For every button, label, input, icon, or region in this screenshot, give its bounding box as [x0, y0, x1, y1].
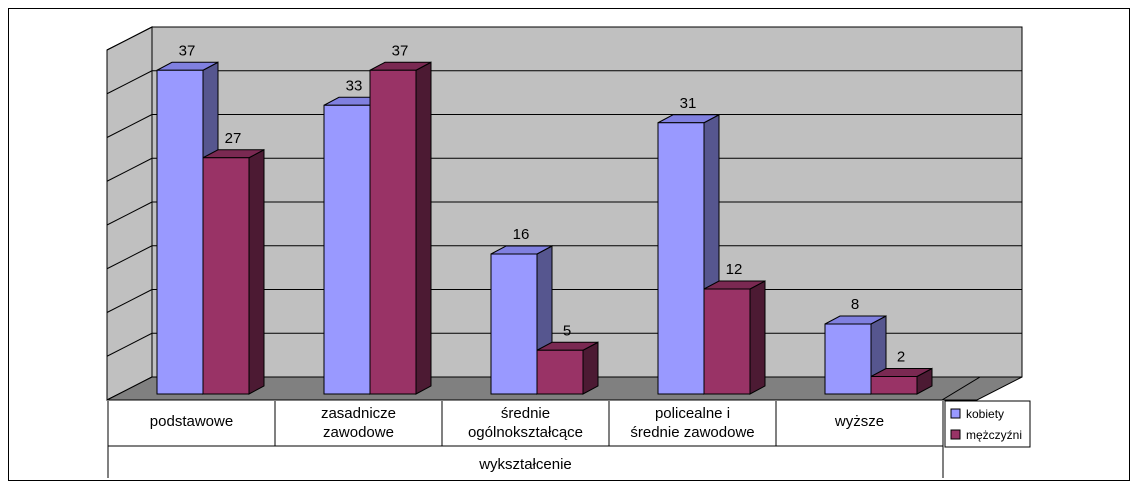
bar-kobiety-2 — [490, 245, 553, 395]
side-gridline — [106, 157, 153, 182]
data-label: 2 — [897, 349, 905, 366]
x-axis-title: wykształcenie — [478, 456, 572, 473]
bar-side-face — [415, 61, 432, 395]
legend-label: kobiety — [966, 407, 1004, 421]
bar-mężczyźni-3 — [703, 280, 766, 395]
data-label: 27 — [225, 130, 242, 147]
bar-front-face — [156, 69, 204, 395]
data-label: 33 — [346, 77, 363, 94]
bar-front-face — [202, 157, 250, 395]
legend-swatch — [950, 408, 961, 419]
category-label: ogólnokształcące — [468, 424, 583, 441]
category-label: podstawowe — [150, 413, 233, 430]
bar-front-face — [323, 104, 371, 395]
side-gridline — [106, 70, 153, 95]
side-gridline — [106, 245, 153, 270]
side-gridline — [106, 114, 153, 138]
bar-front-face — [369, 69, 417, 395]
bar-front-face — [490, 253, 538, 395]
bar-front-face — [536, 349, 584, 395]
data-label: 37 — [179, 42, 196, 59]
bar-mężczyźni-2 — [536, 341, 599, 395]
category-label: średnie zawodowe — [630, 424, 754, 441]
side-gridline — [106, 332, 153, 357]
category-label: wyższe — [834, 413, 884, 430]
bar-mężczyźni-0 — [202, 148, 265, 395]
data-label: 5 — [563, 322, 571, 339]
bar-front-face — [870, 376, 918, 395]
bar-front-face — [703, 288, 751, 395]
bar-side-face — [749, 280, 766, 395]
side-gridline — [106, 201, 153, 226]
bar-mężczyźni-4 — [870, 367, 933, 395]
data-label: 31 — [680, 95, 697, 112]
bar-front-face — [824, 323, 872, 395]
data-label: 16 — [513, 226, 530, 243]
legend-label: mężczyźni — [966, 428, 1022, 442]
data-label: 37 — [392, 42, 409, 59]
data-label: 8 — [851, 296, 859, 313]
side-gridline — [106, 289, 153, 313]
bar-front-face — [657, 122, 705, 395]
bar-kobiety-0 — [156, 61, 219, 395]
category-label: zawodowe — [323, 424, 394, 441]
data-label: 12 — [726, 261, 743, 278]
legend-swatch — [950, 429, 961, 440]
category-label: średnie — [501, 405, 550, 422]
category-label: zasadnicze — [321, 405, 396, 422]
bar-mężczyźni-1 — [369, 61, 432, 395]
bar-side-face — [582, 341, 599, 395]
side-gridline — [106, 26, 153, 51]
bar-side-face — [248, 148, 265, 395]
category-label: policealne i — [655, 405, 730, 422]
